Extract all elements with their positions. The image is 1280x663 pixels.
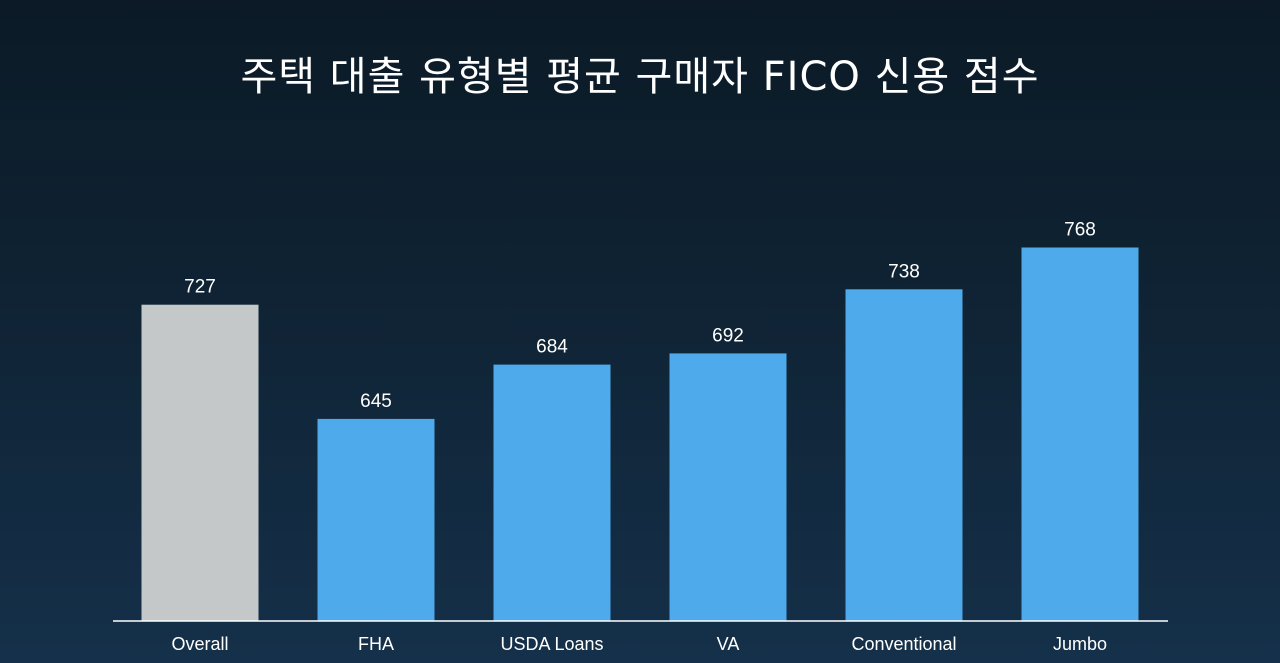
value-label-conventional: 738 bbox=[888, 261, 920, 282]
value-label-usda-loans: 684 bbox=[536, 337, 568, 358]
category-labels-group: Overall FHA USDA Loans VA Conventional Jumbo bbox=[171, 634, 1107, 654]
bar-va bbox=[669, 353, 787, 621]
bar-jumbo bbox=[1021, 247, 1139, 621]
category-label-conventional: Conventional bbox=[851, 634, 956, 654]
value-label-fha: 645 bbox=[360, 391, 392, 412]
category-label-overall: Overall bbox=[171, 634, 228, 654]
category-label-jumbo: Jumbo bbox=[1053, 634, 1107, 654]
category-label-fha: FHA bbox=[358, 634, 394, 654]
value-label-va: 692 bbox=[712, 325, 744, 346]
value-label-jumbo: 768 bbox=[1064, 220, 1096, 241]
bar-fha bbox=[317, 418, 435, 621]
category-label-va: VA bbox=[717, 634, 740, 654]
value-label-overall: 727 bbox=[184, 277, 216, 298]
bar-usda-loans bbox=[493, 364, 611, 621]
bar-conventional bbox=[845, 289, 963, 621]
bar-overall bbox=[141, 304, 259, 621]
bars-group bbox=[141, 247, 1139, 621]
value-labels-group: 727 645 684 692 738 768 bbox=[184, 220, 1096, 412]
category-label-usda-loans: USDA Loans bbox=[500, 634, 603, 654]
chart-title: 주택 대출 유형별 평균 구매자 FICO 신용 점수 bbox=[240, 54, 1040, 100]
